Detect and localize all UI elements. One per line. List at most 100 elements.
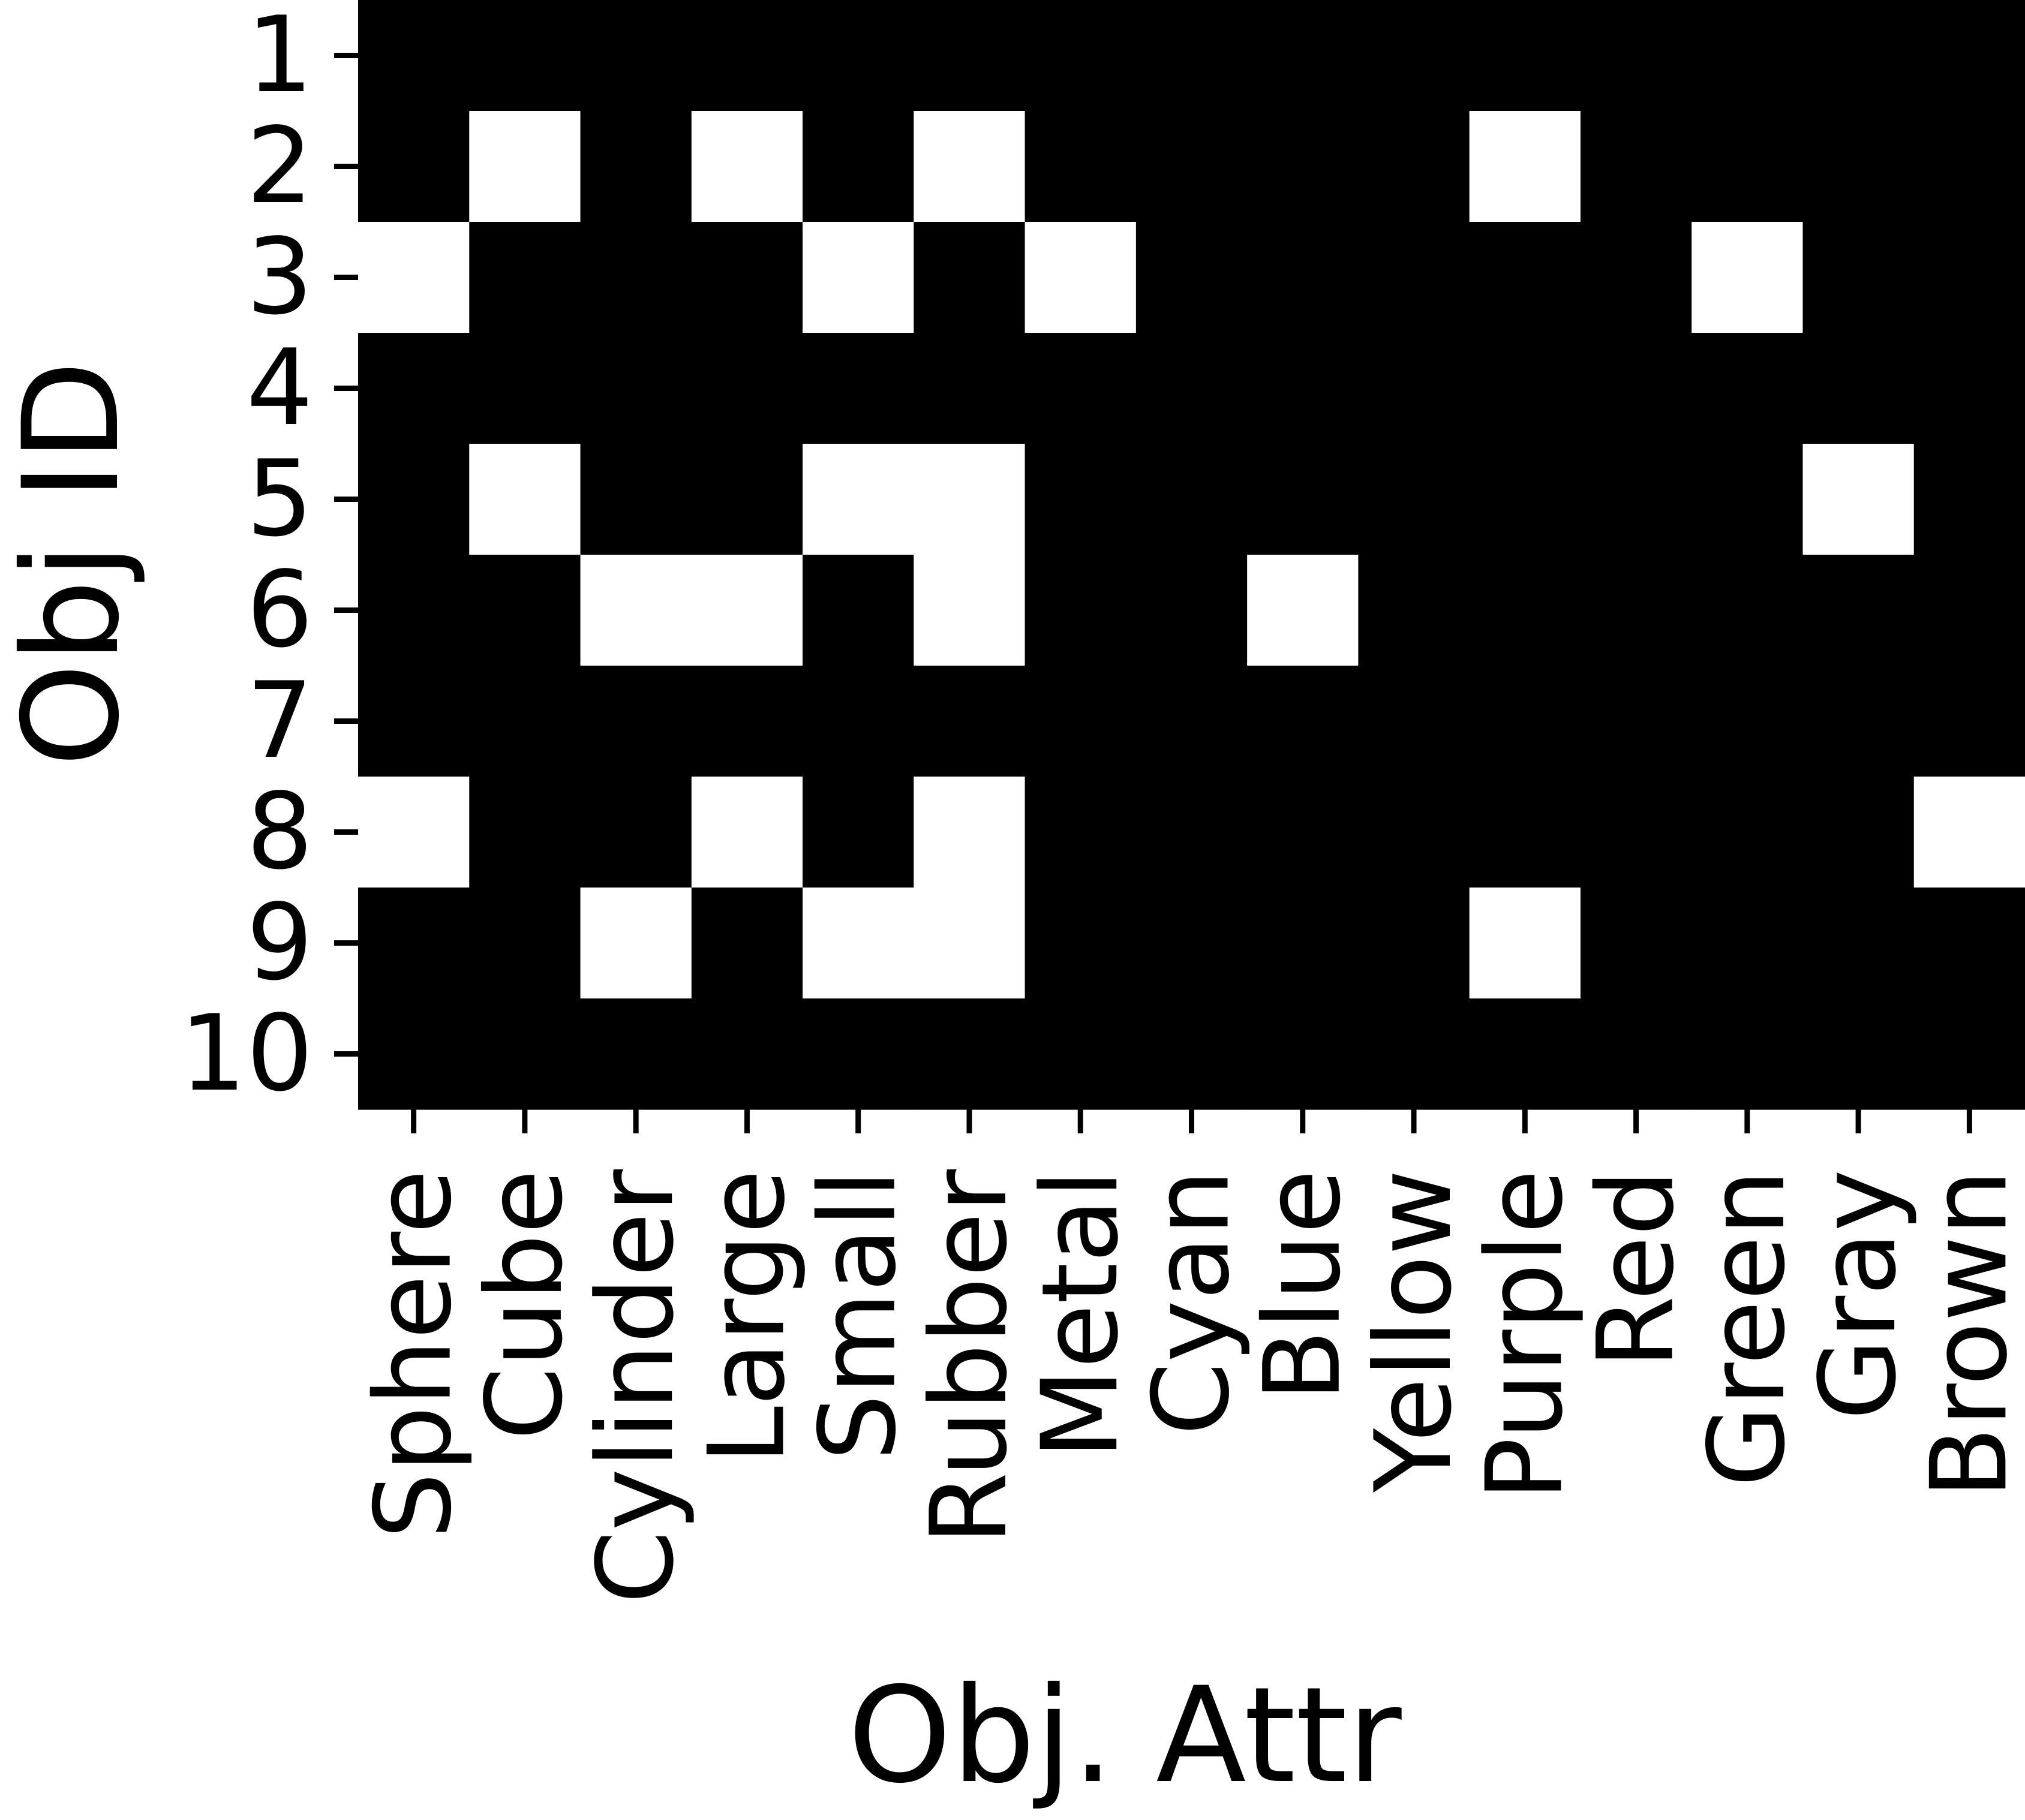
heatmap-cell — [914, 444, 1026, 555]
heatmap-cell — [1247, 333, 1359, 444]
heatmap-cell — [580, 888, 692, 999]
heatmap-cell — [1913, 444, 2025, 555]
heatmap-cell — [1802, 0, 1915, 112]
heatmap-cell — [469, 111, 581, 222]
heatmap-cell — [691, 222, 803, 333]
heatmap-cell — [691, 888, 803, 999]
heatmap-cell — [469, 222, 581, 333]
heatmap-cell — [1358, 0, 1470, 112]
heatmap-cell — [1802, 998, 1915, 1110]
heatmap-cell — [803, 111, 914, 222]
heatmap-cell — [1580, 444, 1692, 555]
heatmap-cell — [691, 111, 803, 222]
y-tick-label: 8 — [247, 771, 313, 893]
heatmap-cells — [358, 0, 2025, 1110]
heatmap-cell — [358, 444, 470, 555]
heatmap-cell — [1913, 222, 2025, 333]
heatmap-cell — [1024, 777, 1137, 888]
heatmap-cell — [1802, 666, 1915, 777]
heatmap-cell — [1691, 777, 1804, 888]
heatmap-cell — [1358, 444, 1470, 555]
heatmap-cell — [1135, 0, 1248, 112]
heatmap-cell — [1024, 998, 1137, 1110]
heatmap-cell — [1691, 555, 1804, 666]
heatmap-cell — [358, 998, 470, 1110]
x-tick-label: Cyan — [1131, 1169, 1253, 1436]
heatmap-cell — [1580, 888, 1692, 999]
heatmap-cell — [1024, 0, 1137, 112]
heatmap-cell — [1469, 777, 1581, 888]
heatmap-cell — [1247, 998, 1359, 1110]
heatmap-cell — [914, 222, 1026, 333]
heatmap-cell — [1580, 777, 1692, 888]
heatmap-cell — [1469, 0, 1581, 112]
x-tick-label: Green — [1687, 1169, 1808, 1487]
heatmap-cell — [1358, 222, 1470, 333]
heatmap-cell — [580, 111, 692, 222]
heatmap-cell — [914, 998, 1026, 1110]
heatmap-cell — [1691, 888, 1804, 999]
y-tick-label: 1 — [247, 0, 313, 116]
heatmap-cell — [469, 777, 581, 888]
heatmap-cell — [1135, 888, 1248, 999]
heatmap-cell — [1469, 444, 1581, 555]
heatmap-cell — [803, 555, 914, 666]
heatmap-cell — [580, 777, 692, 888]
heatmap-cell — [1135, 222, 1248, 333]
heatmap-cell — [803, 777, 914, 888]
heatmap-cell — [358, 333, 470, 444]
heatmap-cell — [1913, 555, 2025, 666]
heatmap-cell — [1691, 0, 1804, 112]
y-tick-label: 9 — [247, 882, 313, 1004]
heatmap-cell — [691, 998, 803, 1110]
heatmap-cell — [469, 555, 581, 666]
heatmap-cell — [803, 444, 914, 555]
heatmap-cell — [691, 666, 803, 777]
heatmap-cell — [1024, 333, 1137, 444]
heatmap-cell — [803, 222, 914, 333]
heatmap-cell — [914, 666, 1026, 777]
heatmap-cell — [1358, 111, 1470, 222]
heatmap-cell — [358, 0, 470, 112]
heatmap-cell — [1802, 222, 1915, 333]
heatmap-cell — [914, 0, 1026, 112]
heatmap-cell — [1913, 333, 2025, 444]
heatmap-cell — [1580, 666, 1692, 777]
x-tick-label: Gray — [1798, 1169, 1919, 1420]
heatmap-cell — [1802, 333, 1915, 444]
heatmap-cell — [1913, 888, 2025, 999]
heatmap-cell — [803, 0, 914, 112]
heatmap-cell — [469, 888, 581, 999]
heatmap-cell — [1469, 111, 1581, 222]
heatmap-cell — [1691, 222, 1804, 333]
heatmap-cell — [1691, 998, 1804, 1110]
heatmap-cell — [1358, 333, 1470, 444]
heatmap-cell — [914, 555, 1026, 666]
heatmap-cell — [358, 666, 470, 777]
heatmap-cell — [358, 888, 470, 999]
heatmap-cell — [1913, 0, 2025, 112]
x-tick-label: Yellow — [1353, 1169, 1475, 1493]
x-tick-label: Brown — [1909, 1169, 2025, 1499]
heatmap-cell — [1469, 555, 1581, 666]
heatmap-cell — [1358, 666, 1470, 777]
heatmap-cell — [1135, 777, 1248, 888]
heatmap-cell — [1802, 444, 1915, 555]
heatmap-cell — [1913, 998, 2025, 1110]
x-axis-ticks: SphereCubeCylinderLargeSmallRubberMetalC… — [353, 1109, 2025, 1604]
heatmap-cell — [1580, 555, 1692, 666]
heatmap-cell — [469, 444, 581, 555]
x-tick-label: Cylinder — [575, 1169, 697, 1604]
heatmap-cell — [1580, 222, 1692, 333]
heatmap-cell — [1913, 777, 2025, 888]
y-tick-label: 4 — [247, 327, 313, 449]
heatmap-cell — [1580, 111, 1692, 222]
heatmap-cell — [1358, 555, 1470, 666]
heatmap-cell — [803, 998, 914, 1110]
heatmap-cell — [358, 555, 470, 666]
heatmap-cell — [691, 444, 803, 555]
heatmap-cell — [914, 777, 1026, 888]
x-tick-label: Sphere — [353, 1169, 475, 1539]
